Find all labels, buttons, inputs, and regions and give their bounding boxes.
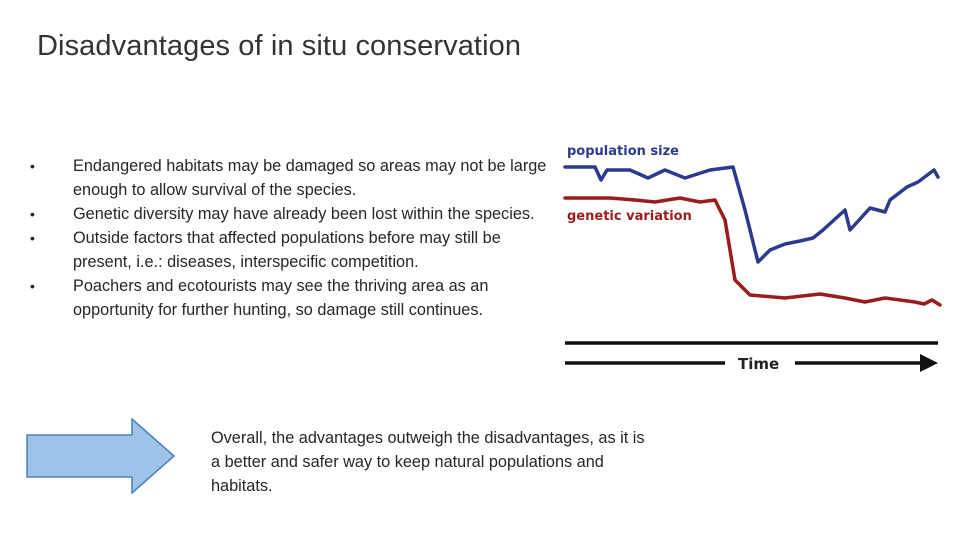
population-genetics-graph: population size genetic variation Time [563,144,942,373]
genetic-variation-label: genetic variation [567,209,692,224]
time-arrow-head-icon [920,354,938,372]
population-size-line [563,165,940,264]
population-size-label: population size [567,144,679,159]
conclusion-text: Overall, the advantages outweigh the dis… [211,429,645,495]
bullet-text: Endangered habitats may be damaged so ar… [73,157,547,199]
bullet-marker: • [30,278,35,294]
time-axis-label: Time [738,355,779,373]
bullet-text: Outside factors that affected population… [73,229,501,271]
bullet-marker: • [30,230,35,246]
genetic-variation-line [563,196,942,307]
disadvantages-list: • Endangered habitats may be damaged so … [30,154,550,322]
bullet-marker: • [30,158,35,174]
bullet-item-genetic-diversity: • Genetic diversity may have already bee… [30,202,550,226]
bullet-item-poachers: • Poachers and ecotourists may see the t… [30,274,550,322]
bullet-text: Poachers and ecotourists may see the thr… [73,277,489,319]
bullet-text: Genetic diversity may have already been … [73,205,535,223]
bullet-item-outside-factors: • Outside factors that affected populati… [30,226,550,274]
slide-title: Disadvantages of in situ conservation [37,30,522,62]
bullet-marker: • [30,206,35,222]
right-arrow-icon [26,418,176,494]
bullet-item-habitats: • Endangered habitats may be damaged so … [30,154,550,202]
